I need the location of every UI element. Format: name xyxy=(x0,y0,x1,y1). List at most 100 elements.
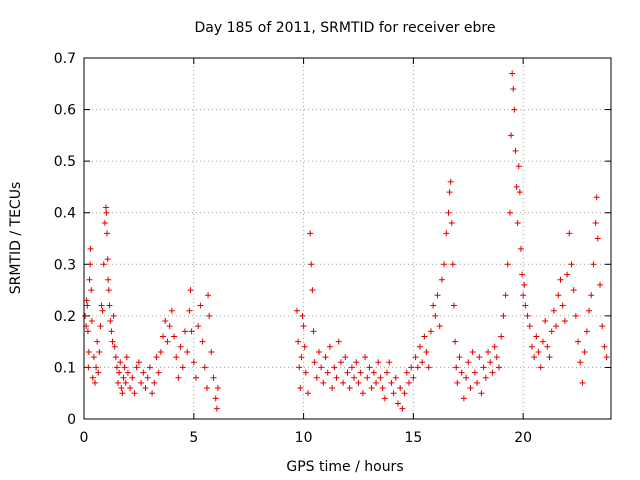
data-point xyxy=(449,261,456,268)
data-point xyxy=(119,390,126,397)
data-point xyxy=(177,343,184,350)
data-point xyxy=(482,374,489,381)
data-point xyxy=(436,323,443,330)
data-point xyxy=(447,178,454,185)
data-point xyxy=(521,281,528,288)
data-point xyxy=(405,379,412,386)
data-point xyxy=(487,359,494,366)
data-point xyxy=(581,348,588,355)
data-point xyxy=(427,328,434,335)
data-point xyxy=(210,374,217,381)
data-point xyxy=(84,328,91,335)
data-point xyxy=(208,348,215,355)
data-point xyxy=(89,374,96,381)
data-point xyxy=(104,256,111,263)
data-point xyxy=(301,343,308,350)
data-point xyxy=(111,343,118,350)
data-point xyxy=(113,364,120,371)
data-point xyxy=(84,302,91,309)
data-point xyxy=(471,369,478,376)
data-point xyxy=(299,312,306,319)
data-point xyxy=(489,369,496,376)
data-point xyxy=(340,379,347,386)
data-point xyxy=(149,390,156,397)
data-point xyxy=(544,343,551,350)
data-point xyxy=(568,261,575,268)
data-point xyxy=(478,390,485,397)
data-point xyxy=(304,390,311,397)
data-point xyxy=(438,276,445,283)
data-point xyxy=(599,323,606,330)
data-point xyxy=(377,374,384,381)
data-point xyxy=(96,348,103,355)
data-point xyxy=(297,385,304,392)
data-point xyxy=(308,261,315,268)
data-point xyxy=(186,307,193,314)
data-point xyxy=(509,70,516,77)
data-point xyxy=(146,364,153,371)
data-point xyxy=(95,369,102,376)
data-point xyxy=(212,395,219,402)
data-point xyxy=(359,390,366,397)
data-point xyxy=(590,261,597,268)
data-point xyxy=(298,354,305,361)
data-point xyxy=(171,333,178,340)
data-point xyxy=(506,209,513,216)
data-point xyxy=(88,318,95,325)
data-point xyxy=(120,374,127,381)
data-point xyxy=(559,302,566,309)
data-point xyxy=(446,189,453,196)
data-point xyxy=(550,307,557,314)
data-point xyxy=(512,147,519,154)
data-point xyxy=(480,364,487,371)
data-point xyxy=(583,328,590,335)
data-point xyxy=(91,379,98,386)
data-point xyxy=(456,354,463,361)
data-point xyxy=(315,348,322,355)
data-point xyxy=(162,318,169,325)
data-point xyxy=(564,271,571,278)
data-point xyxy=(197,302,204,309)
y-tick-label: 0.4 xyxy=(54,206,76,222)
data-point xyxy=(318,364,325,371)
data-point xyxy=(324,369,331,376)
data-point xyxy=(203,385,210,392)
data-point xyxy=(395,400,402,407)
data-point xyxy=(593,194,600,201)
data-point xyxy=(144,374,151,381)
data-point xyxy=(201,364,208,371)
x-tick-label: 15 xyxy=(404,430,422,446)
data-point xyxy=(421,333,428,340)
data-point xyxy=(508,132,515,139)
data-point xyxy=(452,338,459,345)
data-point xyxy=(140,369,147,376)
data-point xyxy=(351,374,358,381)
data-point xyxy=(403,369,410,376)
data-point xyxy=(300,323,307,330)
data-point xyxy=(434,292,441,299)
data-point xyxy=(320,379,327,386)
data-point xyxy=(293,307,300,314)
data-point xyxy=(346,385,353,392)
data-point xyxy=(412,354,419,361)
y-tick-label: 0.7 xyxy=(54,51,76,67)
data-point xyxy=(588,292,595,299)
data-point xyxy=(408,364,415,371)
data-point xyxy=(392,374,399,381)
y-tick-label: 0.1 xyxy=(54,360,76,376)
data-point xyxy=(465,359,472,366)
data-point xyxy=(335,338,342,345)
data-point xyxy=(443,230,450,237)
data-point xyxy=(82,312,89,319)
x-tick-label: 0 xyxy=(80,430,89,446)
y-tick-label: 0.5 xyxy=(54,154,76,170)
data-point xyxy=(199,338,206,345)
data-point xyxy=(108,328,115,335)
data-point xyxy=(179,364,186,371)
data-point xyxy=(329,385,336,392)
data-point xyxy=(195,323,202,330)
data-point xyxy=(533,333,540,340)
data-point xyxy=(500,312,507,319)
data-point xyxy=(135,359,142,366)
data-point xyxy=(410,374,417,381)
